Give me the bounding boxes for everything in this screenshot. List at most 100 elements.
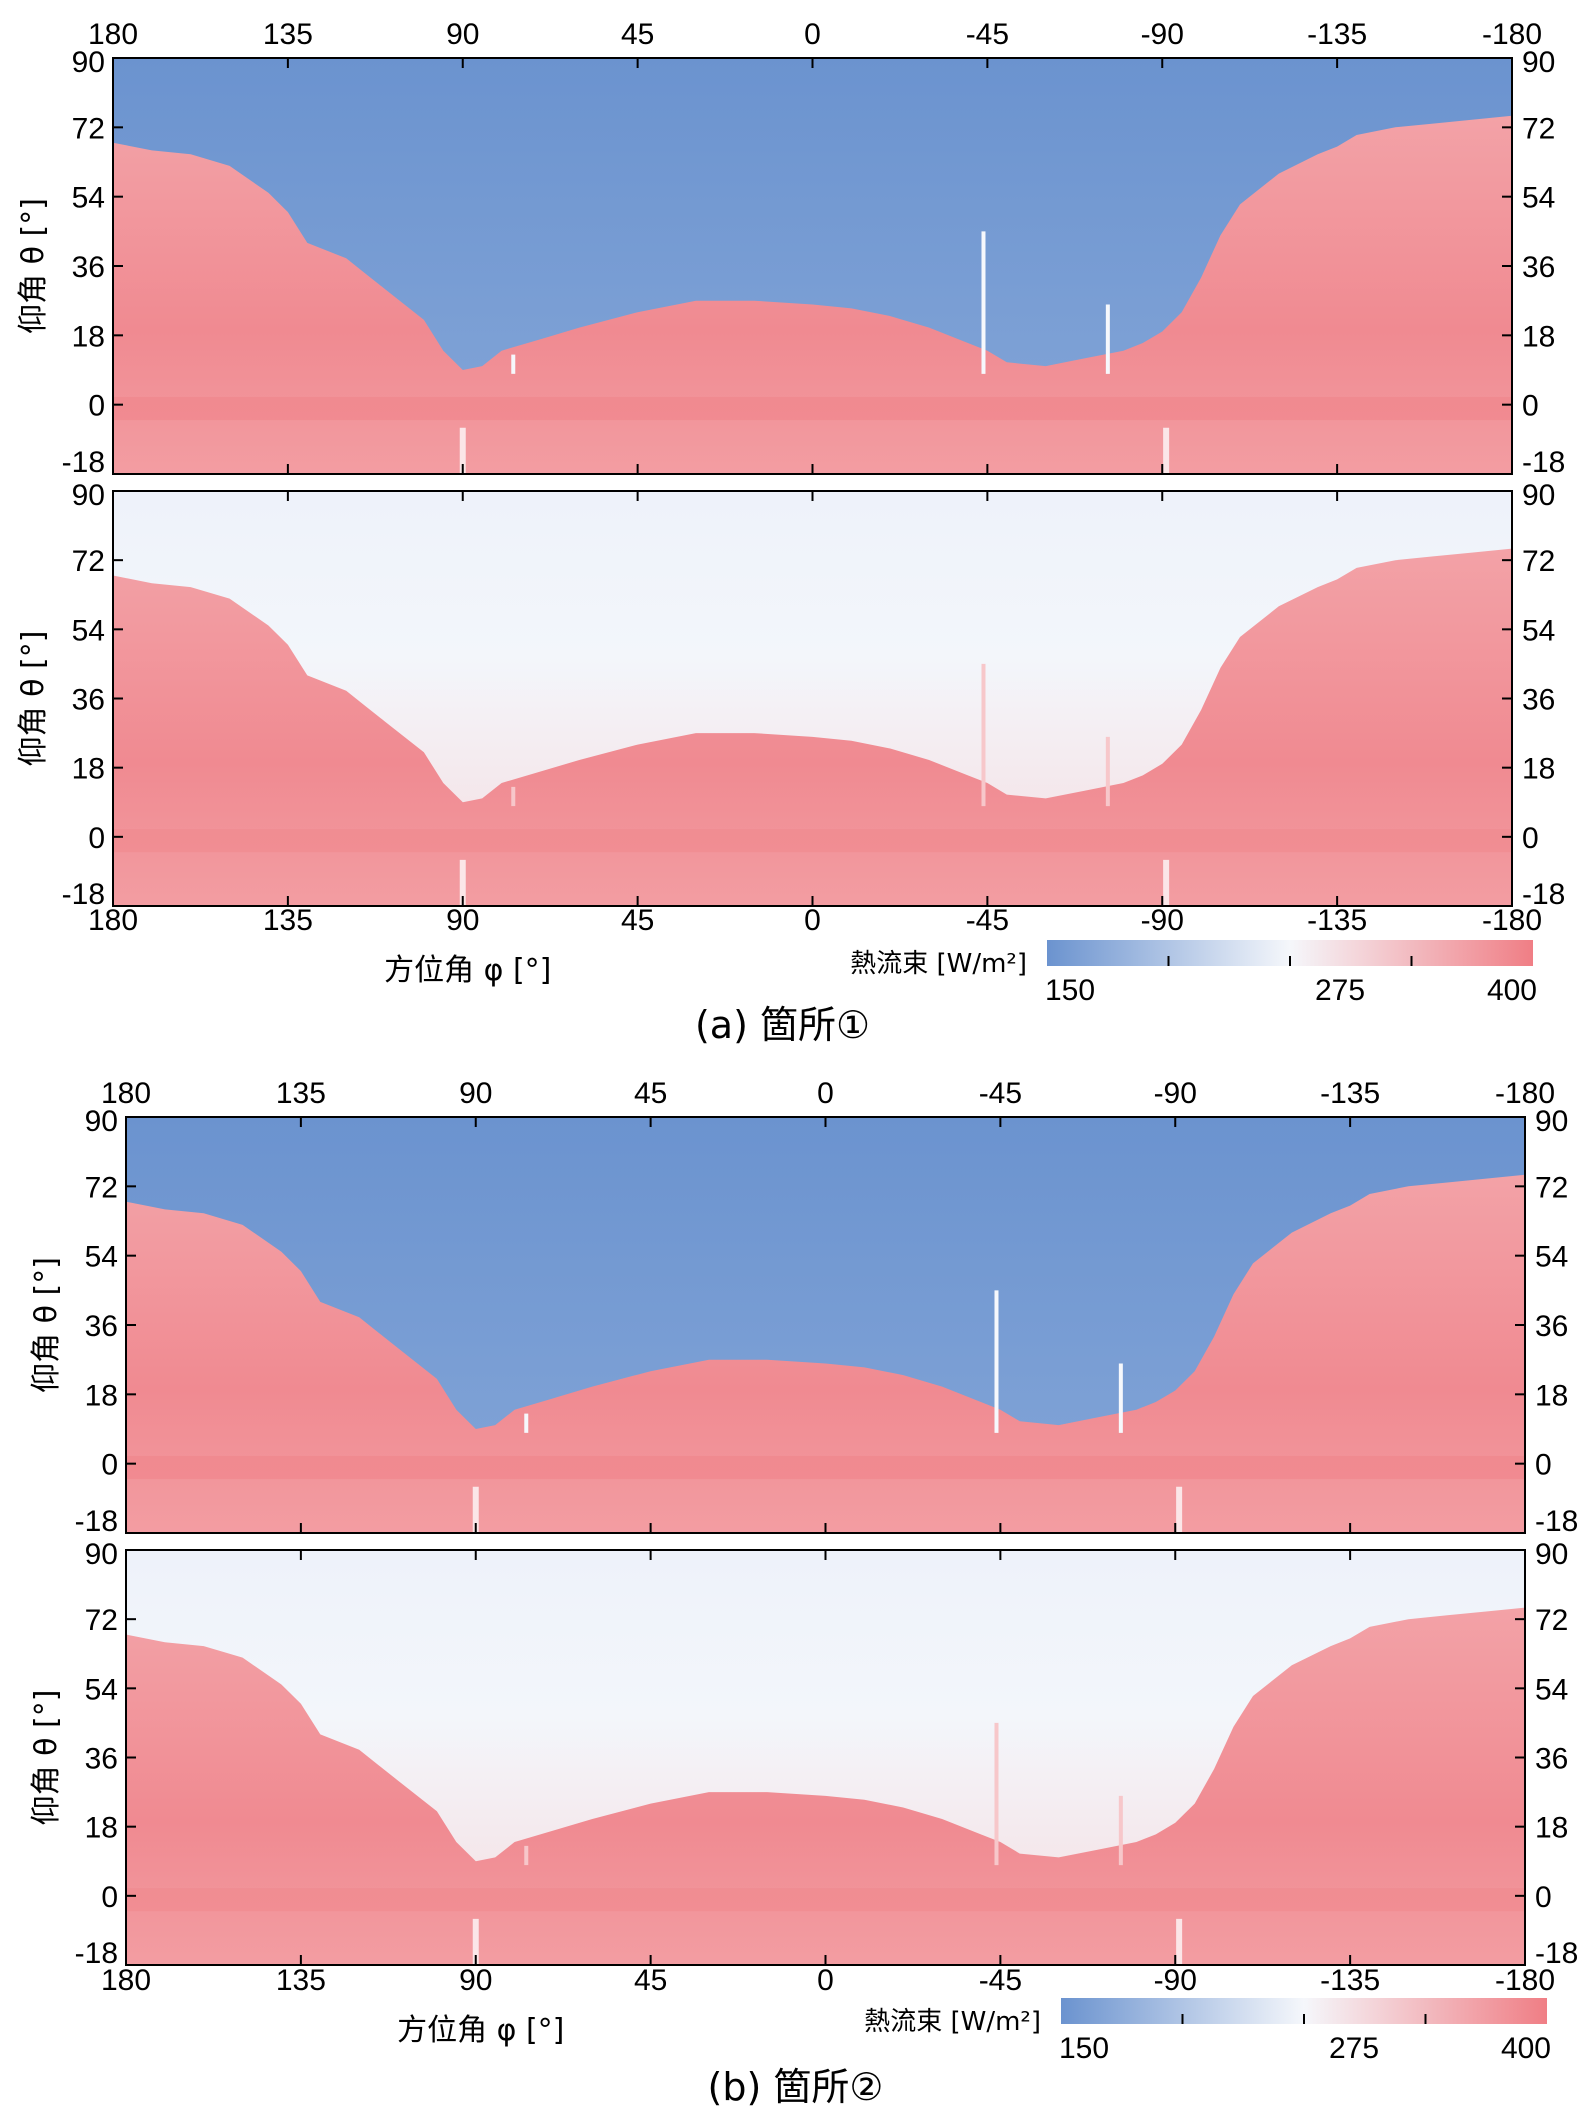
y-tick-label-right: 72 [1522,545,1555,578]
colorbar-tick-label-min: 150 [1059,2032,1109,2065]
x-tick-label-bottom: 135 [276,1964,326,1997]
y-tick-label-right: 90 [1535,1538,1568,1571]
y-tick-label-right: 72 [1535,1604,1568,1637]
colorbar: 熱流束 [W/m²] 150 275 400 [850,940,1537,1007]
x-tick-label-bottom: 90 [446,904,479,937]
y-tick-label-right: 0 [1522,822,1539,855]
y-tick-label: 36 [72,684,105,717]
x-tick-label-bottom: -45 [979,1964,1022,1997]
colorbar-label: 熱流束 [W/m²] [850,949,1027,979]
x-tick-label-top: -45 [966,18,1009,51]
ground-region [126,1174,1525,1533]
x-tick-label-bottom: 90 [459,1964,492,1997]
y-tick-label-right: 54 [1522,614,1555,647]
x-tick-label-top: 135 [276,1077,326,1110]
x-tick-label-top: 90 [459,1077,492,1110]
colorbar: 熱流束 [W/m²] 150 275 400 [864,1998,1551,2065]
ground-region [113,115,1512,475]
figure-caption: (a) 箇所① [695,1003,870,1047]
y-tick-label-right: -18 [1522,878,1565,911]
y-tick-label: 0 [88,390,105,423]
y-tick-label: -18 [62,878,105,911]
y-tick-label-right: 36 [1522,251,1555,284]
y-tick-label-right: 18 [1522,753,1555,786]
y-tick-label-right: 72 [1535,1171,1568,1204]
y-tick-label-right: 36 [1522,684,1555,717]
x-tick-label-top: 180 [88,18,138,51]
x-tick-label-bottom: -135 [1307,904,1367,937]
y-tick-label-right: 72 [1522,112,1555,145]
y-tick-label-right: 54 [1535,1673,1568,1706]
x-tick-label-bottom: -90 [1141,904,1184,937]
y-tick-label-right: 18 [1535,1379,1568,1412]
y-tick-label: -18 [75,1505,118,1538]
x-tick-label-top: -90 [1141,18,1184,51]
x-tick-label-bottom: -180 [1482,904,1542,937]
x-axis-title: 方位角 φ [°] [384,953,551,988]
x-tick-label-top: -90 [1154,1077,1197,1110]
y-tick-label: 18 [85,1812,118,1845]
y-axis-title: 仰角 θ [°] [16,631,51,767]
horizon-band [113,829,1512,853]
colorbar-tick-label-mid: 275 [1315,974,1365,1007]
x-tick-label-top: 135 [263,18,313,51]
y-tick-label: 36 [85,1743,118,1776]
y-tick-label-right: 18 [1535,1812,1568,1845]
y-tick-label-right: 90 [1522,46,1555,79]
y-tick-label: 72 [85,1604,118,1637]
x-tick-label-bottom: 0 [817,1964,834,1997]
x-tick-label-bottom: 45 [621,904,654,937]
y-tick-label: 36 [85,1310,118,1343]
colorbar-tick-label-mid: 275 [1329,2032,1379,2065]
y-tick-label: 72 [72,112,105,145]
x-axis-title: 方位角 φ [°] [397,2013,564,2048]
colorbar-tick-label-max: 400 [1501,2032,1551,2065]
y-tick-label-right: 0 [1535,1881,1552,1914]
x-tick-label-top: 0 [804,18,821,51]
x-tick-label-top: 45 [621,18,654,51]
y-tick-label: 72 [85,1171,118,1204]
y-tick-label: 36 [72,251,105,284]
heatmap-panel-upper: 90 90 72 72 54 54 36 36 18 18 0 0 -18 -18 仰角 θ [°] [16,46,1565,479]
y-tick-label-right: 54 [1535,1241,1568,1274]
x-tick-label-top: 0 [817,1077,834,1110]
ground-region [113,548,1512,906]
x-tick-label-bottom: 0 [804,904,821,937]
x-tick-label-bottom: -45 [966,904,1009,937]
y-tick-label-right: 54 [1522,182,1555,215]
x-tick-label-top: -135 [1307,18,1367,51]
x-tick-label-top: -45 [979,1077,1022,1110]
y-tick-label-right: 90 [1522,479,1555,512]
y-axis-title: 仰角 θ [°] [16,198,51,334]
y-tick-label: 90 [85,1538,118,1571]
x-tick-label-bottom: 180 [88,904,138,937]
x-tick-label-top: 90 [446,18,479,51]
y-tick-label: -18 [62,446,105,479]
ground-region [126,1607,1525,1965]
x-tick-label-top: -180 [1482,18,1542,51]
y-tick-label: 54 [85,1673,118,1706]
y-axis-title: 仰角 θ [°] [29,1257,64,1393]
y-tick-label: 0 [88,822,105,855]
horizon-band [113,396,1512,421]
y-tick-label-right: 0 [1522,390,1539,423]
x-tick-label-top: -180 [1495,1077,1555,1110]
x-tick-label-bottom: 45 [634,1964,667,1997]
y-tick-label: 90 [72,479,105,512]
horizon-band [126,1888,1525,1912]
horizon-band [126,1455,1525,1480]
y-tick-label-right: -18 [1522,446,1565,479]
x-tick-label-bottom: 180 [101,1964,151,1997]
y-tick-label: 0 [101,1449,118,1482]
y-tick-label: -18 [75,1937,118,1970]
heatmap-panel-lower: 90 90 72 72 54 54 36 36 18 18 0 0 -18 -18 仰角 θ [°] [16,479,1565,911]
y-tick-label-right: 36 [1535,1743,1568,1776]
y-tick-label-right: 18 [1522,320,1555,353]
heatmap-panel-upper: 90 90 72 72 54 54 36 36 18 18 0 0 -18 -18 仰角 θ [°] [29,1105,1578,1538]
x-tick-label-top: 45 [634,1077,667,1110]
x-tick-label-bottom: -135 [1320,1964,1380,1997]
y-tick-label: 72 [72,545,105,578]
